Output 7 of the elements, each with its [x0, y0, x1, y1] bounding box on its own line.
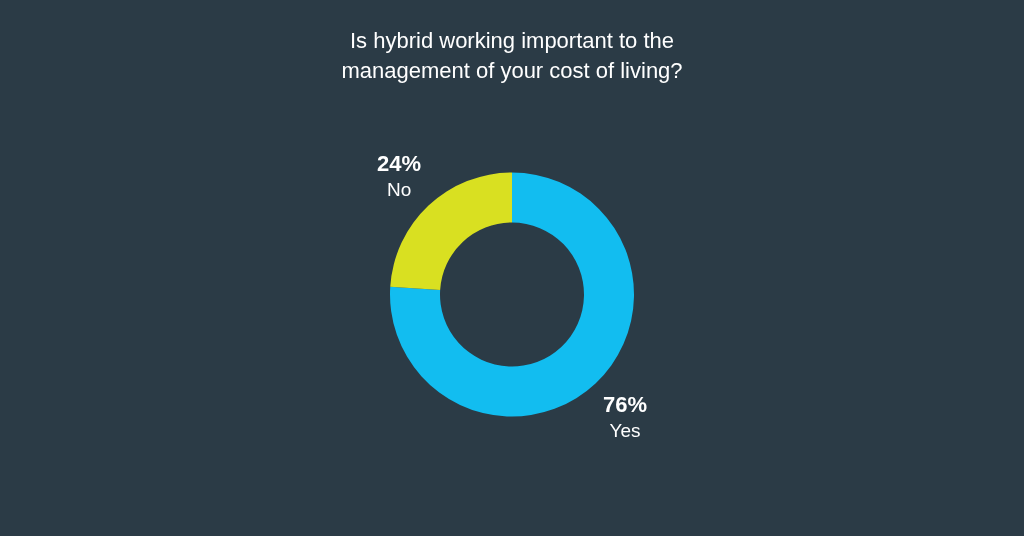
data-label: 76%: [602, 391, 647, 417]
slice-label: Yes: [609, 419, 641, 441]
text: management of your cost of living?: [341, 58, 683, 83]
data-label: 24%: [377, 151, 422, 177]
text: Is hybrid working important to the: [349, 28, 675, 53]
slice-label: No: [386, 179, 412, 201]
donut-slice: [390, 172, 512, 290]
